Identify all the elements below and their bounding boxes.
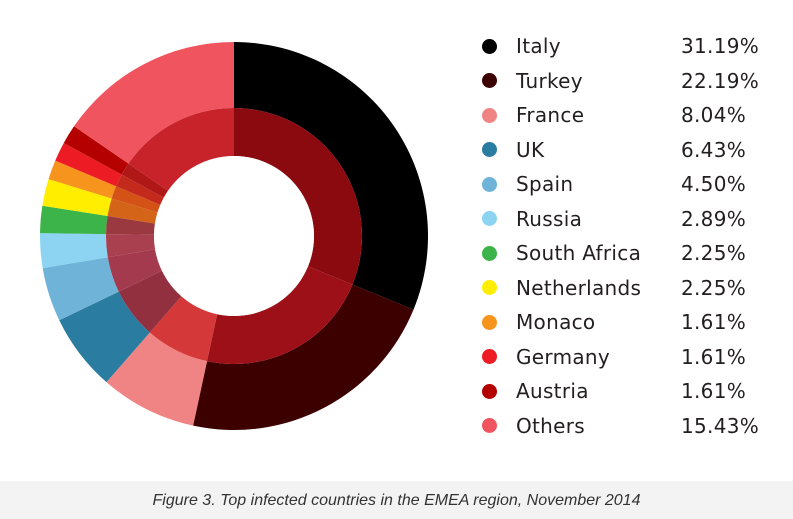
- legend-label: Spain: [516, 172, 574, 197]
- legend-swatch: [482, 314, 497, 330]
- inner-slice-austria: [121, 163, 169, 198]
- legend-value: 2.25%: [681, 241, 747, 266]
- legend-label: Germany: [516, 344, 611, 369]
- legend-item-germany: Germany 1.61%: [478, 340, 778, 375]
- slice-turkey: [193, 284, 414, 430]
- legend-item-others: Others 15.43%: [478, 409, 778, 444]
- legend-value: 6.43%: [681, 137, 747, 162]
- slice-austria: [63, 126, 129, 175]
- legend-label: Netherlands: [516, 275, 642, 300]
- inner-slice-italy: [234, 108, 362, 285]
- slice-spain: [42, 257, 119, 321]
- inner-slice-uk: [118, 270, 182, 333]
- legend-label: UK: [516, 137, 545, 162]
- legend-item-turkey: Turkey 22.19%: [478, 64, 778, 99]
- figure-caption: Figure 3. Top infected countries in the …: [152, 492, 641, 509]
- legend-item-spain: Spain 4.50%: [478, 167, 778, 202]
- legend-swatch: [482, 176, 497, 192]
- legend-swatch: [482, 107, 497, 123]
- legend-swatch: [482, 418, 497, 434]
- legend-label: Others: [516, 413, 586, 438]
- legend-item-uk: UK 6.43%: [478, 133, 778, 168]
- legend-value: 1.61%: [681, 344, 747, 369]
- legend-value: 1.61%: [681, 310, 747, 335]
- legend-swatch: [482, 349, 497, 365]
- legend-value: 8.04%: [681, 103, 747, 128]
- donut-hole: [154, 156, 314, 316]
- legend-item-monaco: Monaco 1.61%: [478, 305, 778, 340]
- legend-item-russia: Russia 2.89%: [478, 202, 778, 237]
- legend-label: Monaco: [516, 310, 596, 335]
- legend-label: France: [516, 103, 585, 128]
- legend-value: 1.61%: [681, 379, 747, 404]
- inner-slice-spain: [107, 249, 162, 292]
- donut-chart: [40, 42, 428, 430]
- legend-label: Italy: [516, 34, 561, 59]
- slice-others: [74, 42, 234, 164]
- legend-item-south-africa: South Africa 2.25%: [478, 236, 778, 271]
- inner-slice-france: [149, 296, 218, 362]
- caption-band: [0, 481, 793, 519]
- legend-label: Russia: [516, 206, 583, 231]
- legend-label: South Africa: [516, 241, 642, 266]
- slice-germany: [55, 142, 122, 187]
- legend-swatch: [482, 280, 497, 296]
- legend-value: 4.50%: [681, 172, 747, 197]
- legend-value: 22.19%: [681, 68, 760, 93]
- legend: Italy 31.19% Turkey 22.19% France 8.04% UK 6.43…: [478, 29, 778, 443]
- legend-item-france: France 8.04%: [478, 98, 778, 133]
- legend-item-netherlands: Netherlands 2.25%: [478, 271, 778, 306]
- slice-south-africa: [40, 205, 108, 235]
- slice-france: [106, 332, 208, 426]
- legend-label: Turkey: [516, 68, 583, 93]
- inner-slice-germany: [116, 174, 164, 205]
- legend-value: 31.19%: [681, 34, 760, 59]
- legend-value: 2.89%: [681, 206, 747, 231]
- slice-italy: [234, 42, 428, 310]
- inner-slice-monaco: [111, 186, 161, 213]
- slice-uk: [59, 291, 150, 383]
- inner-slice-turkey: [207, 266, 353, 364]
- legend-value: 15.43%: [681, 413, 760, 438]
- legend-swatch: [482, 38, 497, 54]
- legend-swatch: [482, 245, 497, 261]
- inner-slice-netherlands: [107, 198, 158, 224]
- inner-slice-russia: [105, 234, 156, 258]
- slice-russia: [40, 233, 108, 269]
- inner-slice-south-africa: [106, 216, 155, 235]
- legend-swatch: [482, 211, 497, 227]
- slice-monaco: [48, 160, 117, 199]
- legend-swatch: [482, 383, 497, 399]
- legend-value: 2.25%: [681, 275, 747, 300]
- inner-slice-others: [128, 108, 234, 191]
- legend-swatch: [482, 73, 497, 89]
- slice-netherlands: [42, 179, 112, 217]
- legend-item-austria: Austria 1.61%: [478, 374, 778, 409]
- legend-label: Austria: [516, 379, 589, 404]
- legend-item-italy: Italy 31.19%: [478, 29, 778, 64]
- legend-swatch: [482, 142, 497, 158]
